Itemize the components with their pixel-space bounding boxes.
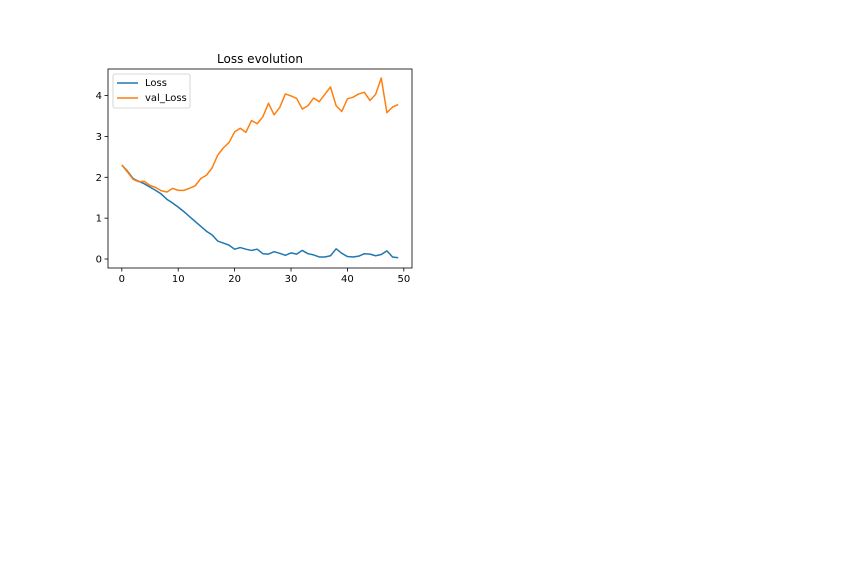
y-tick-label: 4 bbox=[96, 91, 102, 102]
x-tick-label: 10 bbox=[172, 274, 185, 285]
series-line-val-loss bbox=[121, 77, 399, 193]
y-tick-label: 2 bbox=[96, 173, 102, 184]
legend: Loss val_Loss bbox=[112, 73, 191, 109]
legend-label-loss: Loss bbox=[145, 78, 167, 89]
series-line-loss bbox=[121, 164, 399, 259]
x-tick-label: 40 bbox=[341, 274, 354, 285]
chart-title: Loss evolution bbox=[217, 52, 303, 66]
y-tick-label: 3 bbox=[96, 132, 102, 143]
y-axis-ticks: 0 1 2 3 4 bbox=[96, 91, 108, 266]
series-layer bbox=[121, 77, 399, 259]
legend-label-val-loss: val_Loss bbox=[145, 93, 187, 104]
x-axis-ticks: 0 10 20 30 40 50 bbox=[119, 268, 410, 285]
x-tick-label: 20 bbox=[228, 274, 241, 285]
y-tick-label: 1 bbox=[96, 214, 102, 225]
axes-frame bbox=[107, 68, 413, 269]
x-tick-label: 30 bbox=[285, 274, 298, 285]
x-tick-label: 0 bbox=[119, 274, 125, 285]
x-tick-label: 50 bbox=[397, 274, 410, 285]
y-tick-label: 0 bbox=[96, 255, 102, 266]
